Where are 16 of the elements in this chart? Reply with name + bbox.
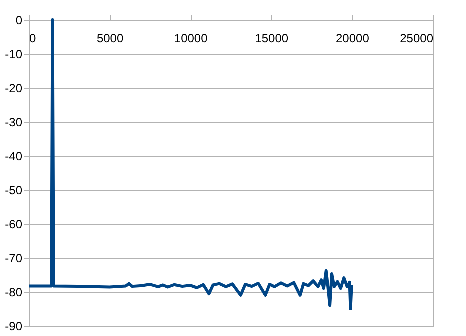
x-tick-label: 25000 [400, 32, 434, 46]
x-tick-label: 10000 [174, 32, 208, 46]
x-tick-label: 15000 [255, 32, 289, 46]
x-tick-label: 5000 [96, 32, 124, 46]
y-tick-label: -90 [5, 320, 23, 334]
y-tick-label: -60 [5, 218, 23, 232]
y-tick-label: -80 [5, 286, 23, 300]
x-tick-label: 0 [30, 32, 36, 46]
y-tick-label: -10 [5, 48, 23, 62]
y-tick-label: -30 [5, 116, 23, 130]
y-tick-label: -70 [5, 252, 23, 266]
y-tick-label: 0 [16, 14, 23, 28]
x-tick-label: 20000 [336, 32, 370, 46]
y-tick-label: -20 [5, 82, 23, 96]
y-tick-label: -40 [5, 150, 23, 164]
y-tick-label: -50 [5, 184, 23, 198]
